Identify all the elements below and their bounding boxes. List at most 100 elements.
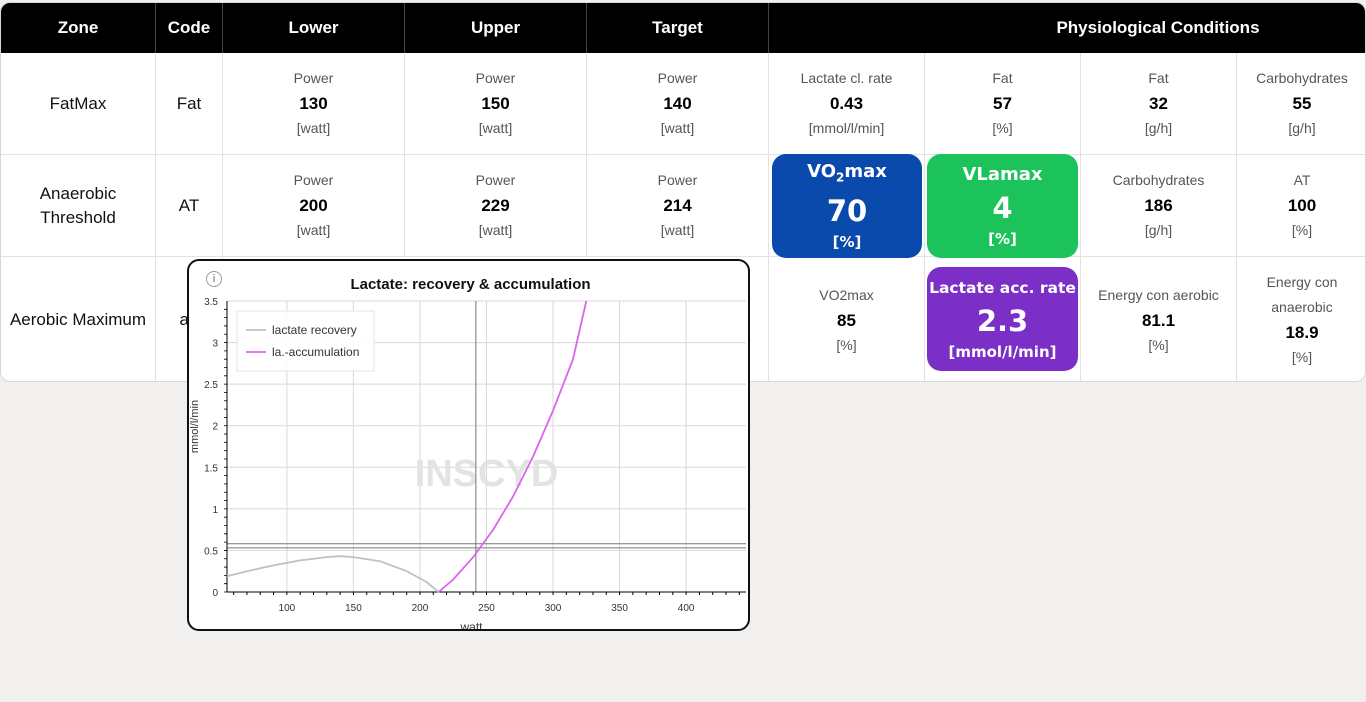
metric-value: 200 <box>299 196 328 215</box>
metric-unit: [watt] <box>660 222 695 238</box>
x-tick-label: 150 <box>345 603 362 614</box>
row2-cond3: Carbohydrates 186 [g/h] <box>1081 155 1237 257</box>
row2-cond4: AT 100 [%] <box>1237 155 1365 257</box>
zone-name: FatMax <box>49 93 107 113</box>
zone-name-line2: Threshold <box>40 207 116 227</box>
metric-unit: [g/h] <box>1288 120 1316 136</box>
header-upper: Upper <box>405 3 587 53</box>
metric-unit: [watt] <box>660 120 695 136</box>
row1-cond2: Fat 57 [%] <box>925 53 1081 155</box>
lactate-chart-popup[interactable]: i Lactate: recovery & accumulation INSCY… <box>187 259 750 631</box>
zone-name-line1: Anaerobic <box>39 183 117 203</box>
metric-label: Lactate cl. rate <box>800 70 893 86</box>
metric-unit: [%] <box>1291 349 1313 365</box>
metric-label-line1: Energy con <box>1266 274 1338 290</box>
chart-title: Lactate: recovery & accumulation <box>350 276 591 293</box>
row2-code: AT <box>156 155 223 257</box>
y-tick-label: 0.5 <box>204 546 218 557</box>
metric-label: Fat <box>1148 70 1169 86</box>
vo2max-card: VO2max 70 [%] <box>772 154 922 258</box>
x-tick-label: 100 <box>279 603 296 614</box>
metric-label: Carbohydrates <box>1256 70 1348 86</box>
header-target: Target <box>587 3 769 53</box>
zone-name: Aerobic Maximum <box>9 310 147 329</box>
row3-power <box>223 257 769 381</box>
row1-code: Fat <box>156 53 223 155</box>
card-title: Lactate acc. rate <box>929 279 1076 297</box>
row1-target: Power 140 [watt] <box>587 53 769 155</box>
zone-code: Fat <box>176 93 202 113</box>
legend-box <box>236 310 375 372</box>
metric-unit: [%] <box>836 336 857 353</box>
row3-cond4: Energy con anaerobic 18.9 [%] <box>1237 257 1365 381</box>
series-line <box>226 555 440 593</box>
row2-target: Power 214 [watt] <box>587 155 769 257</box>
y-tick-label: 3 <box>212 339 218 350</box>
metric-unit: [%] <box>1148 336 1169 353</box>
metric-label: Power <box>657 70 698 86</box>
card-value: 70 <box>826 193 868 228</box>
x-tick-label: 200 <box>412 603 429 614</box>
metric-value: 85 <box>837 310 856 330</box>
watermark: INSCYD <box>415 453 559 495</box>
metric-value: 186 <box>1144 196 1173 215</box>
y-tick-label: 0 <box>212 588 218 599</box>
header-conditions: Physiological Conditions <box>769 3 1365 53</box>
lactate-acc-rate-card: Lactate acc. rate 2.3 [mmol/l/min] <box>927 267 1078 371</box>
card-unit: [mmol/l/min] <box>948 343 1057 361</box>
lactate-chart: INSCYD 100 150 200 250 300 350 400 0 0.5 1 1.5 2 2.5 3… <box>189 297 746 631</box>
row1-cond3: Fat 32 [g/h] <box>1081 53 1237 155</box>
metric-value: 130 <box>299 94 328 113</box>
metric-value: 55 <box>1292 94 1312 113</box>
x-tick-label: 350 <box>611 603 628 614</box>
metric-label: Energy con aerobic <box>1098 286 1219 303</box>
info-icon[interactable]: i <box>206 271 222 287</box>
metric-value: 32 <box>1149 94 1168 113</box>
metric-label: Power <box>475 172 516 188</box>
metric-label: Power <box>293 172 334 188</box>
card-value: 4 <box>992 191 1013 225</box>
metric-label: Power <box>475 70 516 86</box>
y-axis-label: mmol/l/min <box>189 400 201 453</box>
metric-value: 0.43 <box>829 94 864 113</box>
metric-value: 140 <box>663 94 692 113</box>
metric-label: Carbohydrates <box>1112 172 1205 188</box>
metric-label: Fat <box>992 70 1013 86</box>
card-unit: [%] <box>988 230 1017 248</box>
row1-zone: FatMax <box>1 53 156 155</box>
y-tick-label: 1.5 <box>204 463 218 474</box>
row1-cond1: Lactate cl. rate 0.43 [mmol/l/min] <box>769 53 925 155</box>
card-title: VLamax <box>962 164 1043 185</box>
metric-value: 18.9 <box>1285 323 1319 342</box>
metric-unit: [watt] <box>478 120 513 136</box>
metric-value: 57 <box>993 94 1012 113</box>
header-zone: Zone <box>1 3 156 53</box>
metric-value: 214 <box>663 196 692 215</box>
metric-unit: [g/h] <box>1144 222 1173 238</box>
vlamax-card: VLamax 4 [%] <box>927 154 1078 258</box>
metric-label: Power <box>293 70 334 86</box>
metric-label-line2: anaerobic <box>1271 299 1333 315</box>
metric-unit: [watt] <box>296 222 331 238</box>
row2-upper: Power 229 [watt] <box>405 155 587 257</box>
metric-unit: [watt] <box>478 222 513 238</box>
metric-value: 100 <box>1287 196 1317 215</box>
row1-upper: Power 150 [watt] <box>405 53 587 155</box>
x-axis-label: watt <box>459 620 483 631</box>
header-code: Code <box>156 3 223 53</box>
x-tick-label: 400 <box>678 603 695 614</box>
y-tick-label: 1 <box>212 505 218 516</box>
y-tick-label: 2.5 <box>204 380 218 391</box>
row1-cond4: Carbohydrates 55 [g/h] <box>1237 53 1365 155</box>
metric-unit: [%] <box>992 120 1013 136</box>
card-title: VO2max <box>807 161 887 185</box>
metric-label: VO2max <box>819 286 874 303</box>
zone-code: AT <box>178 195 200 215</box>
y-tick-label: 3.5 <box>204 297 218 308</box>
legend-label: la.-accumulation <box>272 345 359 359</box>
metric-unit: [g/h] <box>1144 120 1173 136</box>
metric-value: 81.1 <box>1141 310 1176 330</box>
row3-cond3: Energy con aerobic 81.1 [%] <box>1081 257 1237 381</box>
card-unit: [%] <box>832 232 862 251</box>
x-tick-label: 300 <box>545 603 562 614</box>
